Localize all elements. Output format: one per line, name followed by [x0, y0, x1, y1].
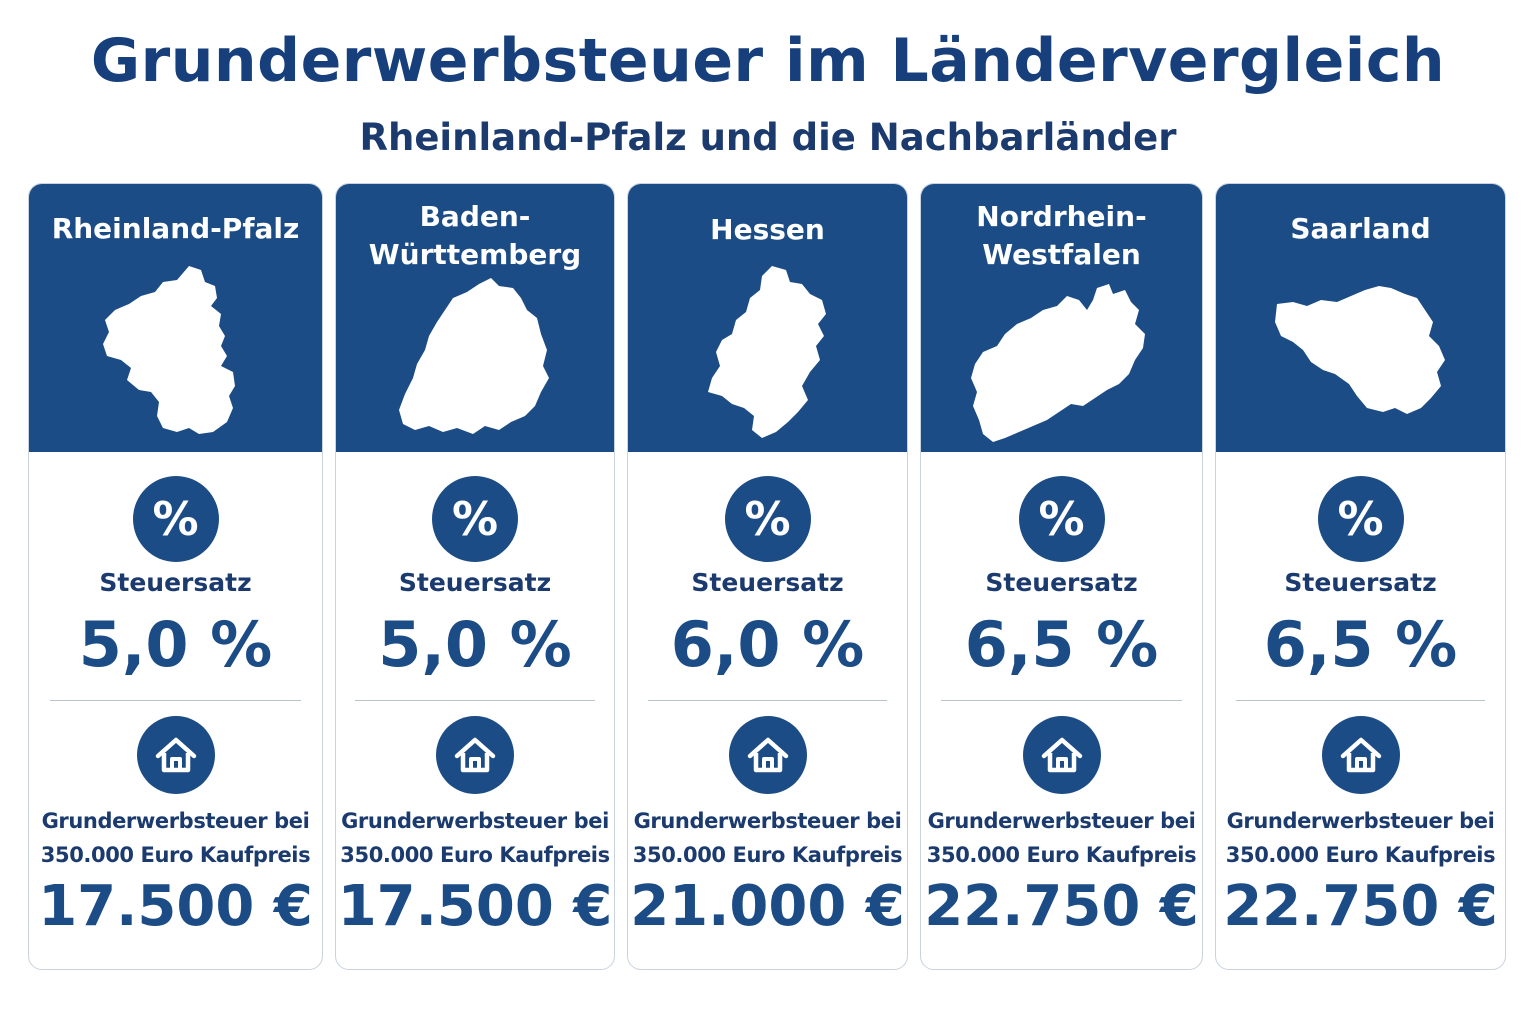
percent-icon: % — [132, 476, 219, 562]
tax-label: Grunderwerbsteuer bei 350.000 Euro Kaufp… — [40, 809, 311, 867]
baden-wuerttemberg-map-icon — [399, 278, 549, 434]
page-title: Grunderwerbsteuer im Ländervergleich — [90, 26, 1446, 96]
percent-icon: % — [1018, 476, 1105, 562]
percent-icon: % — [432, 476, 518, 562]
percent-icon: % — [724, 476, 811, 562]
hessen-map-icon — [707, 266, 826, 438]
divider — [647, 700, 888, 701]
divider — [940, 700, 1183, 701]
page-subtitle: Rheinland-Pfalz und die Nachbarländer — [359, 116, 1177, 159]
state-card-baden-wuerttemberg: Baden- Württemberg % Steuersatz 5,0 % Gr… — [335, 183, 615, 970]
state-card-header: Nordrhein- Westfalen — [921, 184, 1202, 452]
nordrhein-westfalen-map-icon — [970, 284, 1145, 442]
rate-label: Steuersatz — [691, 568, 844, 597]
rate-value: 6,5 % — [1263, 608, 1458, 681]
tax-value: 22.750 € — [1223, 874, 1498, 939]
percent-icon: % — [1317, 476, 1404, 562]
state-card-header: Baden- Württemberg — [336, 184, 614, 452]
rate-value: 5,0 % — [378, 608, 572, 681]
state-name: Hessen — [710, 213, 825, 246]
rate-label: Steuersatz — [1284, 568, 1437, 597]
rate-value: 5,0 % — [78, 608, 273, 681]
house-icon — [436, 716, 514, 794]
state-card-header: Saarland — [1216, 184, 1505, 452]
house-icon — [1321, 716, 1400, 794]
tax-value: 22.750 € — [924, 874, 1199, 939]
state-card-rheinland-pfalz: Rheinland-Pfalz % Steuersatz 5,0 % Grund… — [28, 183, 323, 970]
tax-label: Grunderwerbsteuer bei 350.000 Euro Kaufp… — [340, 809, 610, 867]
rate-label: Steuersatz — [398, 568, 552, 597]
state-name: Baden- Württemberg — [368, 200, 582, 271]
rate-label: Steuersatz — [99, 568, 252, 597]
divider — [355, 700, 595, 701]
rheinland-pfalz-map-icon — [102, 266, 235, 434]
tax-value: 17.500 € — [337, 874, 613, 939]
tax-value: 17.500 € — [38, 874, 313, 939]
state-card-hessen: Hessen % Steuersatz 6,0 % Grunderwerbste… — [627, 183, 908, 970]
rate-value: 6,0 % — [670, 608, 865, 681]
saarland-map-icon — [1274, 286, 1445, 414]
house-icon — [1022, 716, 1101, 794]
tax-label: Grunderwerbsteuer bei 350.000 Euro Kaufp… — [926, 809, 1197, 867]
state-name: Nordrhein- Westfalen — [976, 200, 1147, 271]
state-name: Rheinland-Pfalz — [51, 212, 300, 245]
state-card-saarland: Saarland % Steuersatz 6,5 % Grunderwerbs… — [1215, 183, 1506, 970]
divider — [1236, 700, 1485, 701]
rate-value: 6,5 % — [964, 608, 1159, 681]
tax-label: Grunderwerbsteuer bei 350.000 Euro Kaufp… — [1225, 809, 1496, 867]
tax-label: Grunderwerbsteuer bei 350.000 Euro Kaufp… — [632, 809, 903, 867]
house-icon — [728, 716, 807, 794]
rate-label: Steuersatz — [985, 568, 1138, 597]
state-card-header: Hessen — [628, 184, 907, 452]
state-card-header: Rheinland-Pfalz — [29, 184, 322, 452]
divider — [49, 700, 302, 701]
state-card-nordrhein-westfalen: Nordrhein- Westfalen % Steuersatz 6,5 % … — [920, 183, 1203, 970]
state-name: Saarland — [1290, 212, 1431, 245]
tax-value: 21.000 € — [630, 874, 905, 939]
house-icon — [136, 716, 215, 794]
